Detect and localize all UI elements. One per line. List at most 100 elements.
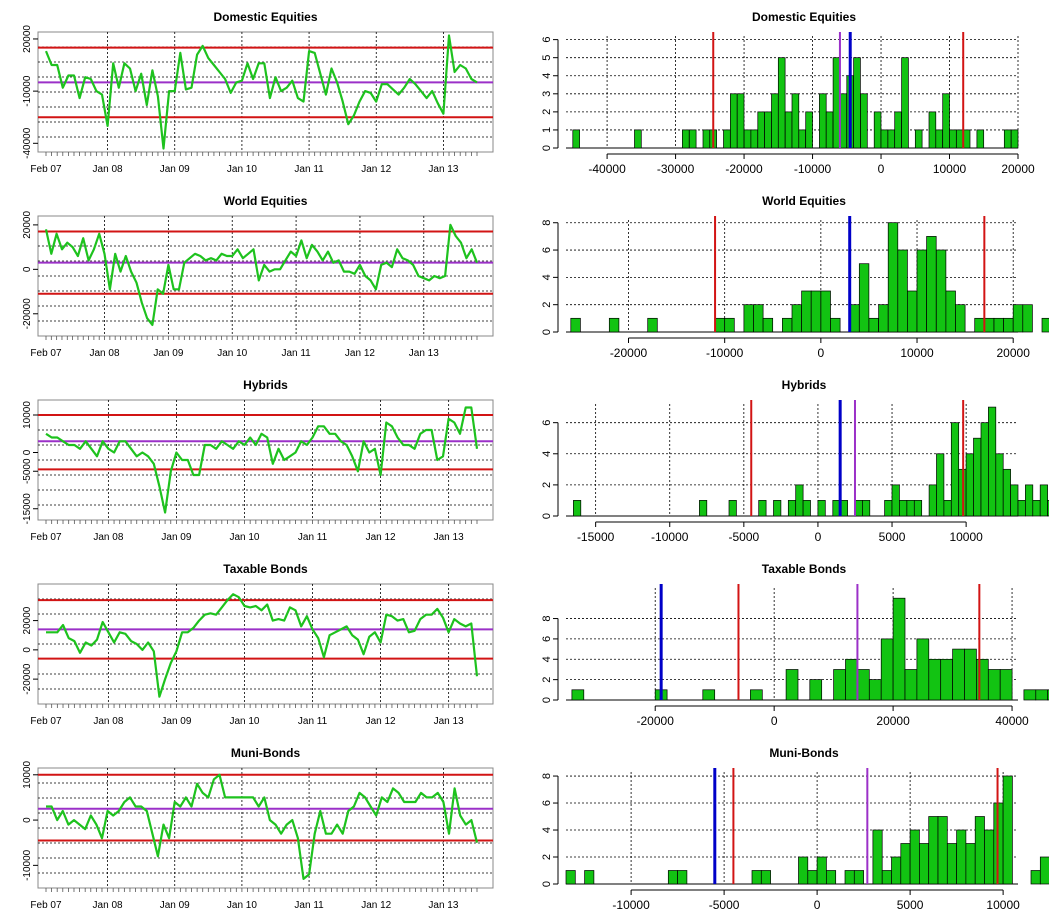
histogram-bar bbox=[897, 249, 908, 333]
histogram-bar bbox=[909, 829, 920, 885]
series-line bbox=[44, 223, 479, 326]
x-tick-label: Jan 12 bbox=[345, 348, 375, 359]
histogram-bar bbox=[868, 317, 879, 333]
histogram-bar bbox=[782, 317, 793, 333]
y-tick-label: 0 bbox=[22, 647, 33, 653]
histogram-bar bbox=[926, 236, 937, 333]
x-tick-label: 10000 bbox=[949, 530, 983, 544]
x-tick-label: Jan 08 bbox=[93, 532, 123, 543]
hist-panel-hist-hybrids: Hybrids -15000 -10000 -5000 0 5000 10000 0 2 4 6 bbox=[541, 378, 1049, 544]
histogram-bar bbox=[854, 500, 863, 517]
x-tick-label: -20000 bbox=[610, 346, 648, 360]
histogram-bar bbox=[830, 317, 841, 333]
histogram-bar bbox=[1041, 317, 1049, 333]
histogram-bar bbox=[894, 111, 902, 149]
x-tick-label: Jan 12 bbox=[366, 716, 396, 727]
y-tick-label: 0 bbox=[22, 266, 33, 272]
histogram-bar bbox=[899, 500, 908, 517]
histogram-bar bbox=[857, 669, 870, 701]
x-tick-label: 0 bbox=[814, 898, 821, 912]
y-tick-label: 20000 bbox=[22, 25, 33, 53]
histogram-bar bbox=[858, 263, 870, 333]
x-tick-label: Feb 07 bbox=[30, 164, 62, 175]
histogram-bar bbox=[743, 304, 754, 333]
histogram-bar bbox=[787, 500, 797, 517]
x-tick-label: -5000 bbox=[728, 530, 759, 544]
histogram-bar bbox=[881, 870, 892, 885]
histogram-bar bbox=[795, 484, 804, 517]
x-tick-label: 5000 bbox=[897, 898, 924, 912]
histogram-bar bbox=[946, 843, 957, 885]
histogram-bar bbox=[916, 638, 930, 701]
histogram-bar bbox=[862, 500, 871, 517]
y-tick-label: 2 bbox=[541, 677, 553, 683]
histogram-bar bbox=[634, 129, 642, 149]
x-tick-label: Jan 09 bbox=[160, 900, 190, 911]
x-tick-label: Jan 09 bbox=[161, 716, 191, 727]
x-tick-label: -10000 bbox=[794, 162, 832, 176]
y-tick-label: -10000 bbox=[22, 75, 33, 107]
x-tick-label: -20000 bbox=[725, 162, 763, 176]
x-tick-label: -5000 bbox=[709, 898, 740, 912]
histogram-bar bbox=[791, 93, 800, 149]
histogram-bar bbox=[907, 290, 918, 333]
x-tick-label: 5000 bbox=[879, 530, 906, 544]
histogram-bar bbox=[723, 129, 731, 149]
histogram-bar bbox=[949, 129, 957, 149]
histogram-bar bbox=[1012, 304, 1024, 333]
histogram-bar bbox=[702, 129, 711, 149]
histogram-bar bbox=[995, 453, 1004, 517]
y-tick-label: 2 bbox=[541, 109, 553, 115]
histogram-bar bbox=[901, 57, 909, 149]
x-tick-label: Jan 09 bbox=[161, 532, 191, 543]
ts-panel-ts-muni: Muni-Bonds Feb 07 Jan 08 Jan 09 Jan 10 Jan 11… bbox=[22, 746, 494, 911]
x-tick-label: 10000 bbox=[986, 898, 1020, 912]
chart-title: Hybrids bbox=[782, 378, 827, 392]
histogram-bar bbox=[955, 304, 966, 333]
histogram-bar bbox=[743, 129, 752, 149]
histogram-bar bbox=[974, 317, 985, 333]
x-tick-label: Jan 13 bbox=[409, 348, 439, 359]
histogram-bar bbox=[777, 57, 786, 149]
x-tick-label: Jan 10 bbox=[227, 164, 257, 175]
histogram-bar bbox=[1002, 775, 1013, 885]
histogram-bar bbox=[791, 304, 802, 333]
x-tick-label: -15000 bbox=[577, 530, 615, 544]
histogram-bar bbox=[900, 843, 911, 885]
x-tick-label: Jan 11 bbox=[294, 164, 324, 175]
histogram-bar bbox=[764, 111, 772, 149]
histogram-bar bbox=[853, 57, 861, 149]
y-tick-label: 10000 bbox=[22, 401, 33, 429]
y-tick-label: 3 bbox=[541, 91, 553, 97]
histogram-bar bbox=[988, 406, 997, 517]
histogram-bar bbox=[945, 290, 956, 333]
histogram-bar bbox=[728, 500, 737, 517]
histogram-bar bbox=[1039, 484, 1048, 517]
histogram-bar bbox=[757, 111, 765, 149]
x-tick-label: Jan 13 bbox=[434, 716, 464, 727]
histogram-bar bbox=[571, 689, 585, 701]
y-tick-label: 0 bbox=[541, 513, 553, 519]
histogram-bar bbox=[1030, 870, 1041, 885]
histogram-bar bbox=[993, 317, 1004, 333]
histogram-bar bbox=[736, 93, 745, 149]
x-tick-label: 0 bbox=[771, 714, 778, 728]
x-tick-label: 20000 bbox=[876, 714, 910, 728]
histogram-bar bbox=[887, 222, 899, 333]
histogram-bar bbox=[773, 500, 782, 517]
histogram-bar bbox=[1010, 484, 1019, 517]
histogram-bar bbox=[880, 129, 889, 149]
histogram-bar bbox=[980, 422, 989, 517]
x-tick-label: Jan 11 bbox=[281, 348, 311, 359]
x-tick-label: Jan 09 bbox=[153, 348, 183, 359]
y-tick-label: -20000 bbox=[22, 663, 33, 695]
histogram-bar bbox=[913, 500, 923, 517]
histogram-bar bbox=[906, 500, 915, 517]
histogram-bar bbox=[965, 843, 976, 885]
histogram-bar bbox=[880, 638, 894, 701]
x-tick-label: Jan 10 bbox=[229, 716, 259, 727]
histogram-bar bbox=[1047, 689, 1049, 701]
hist-panel-hist-domestic: Domestic Equities -40000 -30000 -20000 -1000… bbox=[541, 10, 1035, 176]
